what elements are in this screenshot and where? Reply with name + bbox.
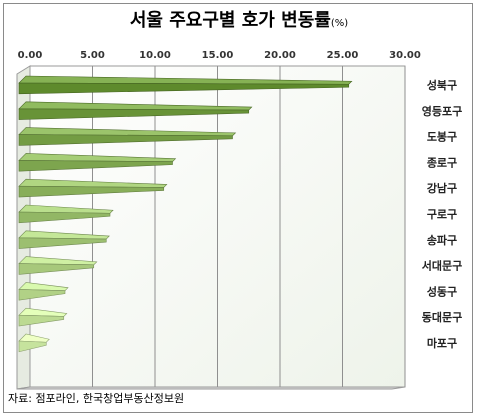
bar-front-face — [18, 108, 250, 120]
bar-front-face — [18, 314, 65, 327]
x-tick-label: 5.00 — [80, 50, 105, 61]
bar-front-face — [18, 82, 350, 95]
x-tick-label: 25.00 — [327, 50, 359, 61]
category-label: 마포구 — [427, 336, 457, 350]
bar — [18, 230, 110, 249]
chart-title-text: 서울 주요구별 호가 변동률 — [129, 10, 331, 31]
x-tick-label: 30.00 — [389, 50, 421, 61]
bar — [18, 127, 237, 146]
bar-front-face — [18, 134, 233, 146]
category-label: 종로구 — [427, 156, 457, 169]
category-label: 구로구 — [427, 208, 457, 221]
category-label: 동대문구 — [422, 310, 462, 324]
x-tick-label: 10.00 — [139, 50, 171, 61]
x-tick-label: 20.00 — [264, 50, 296, 61]
bar — [18, 153, 177, 172]
category-label: 송파구 — [427, 233, 457, 247]
chart-title: 서울 주요구별 호가 변동률(%) — [0, 6, 478, 32]
x-tick-label: 0.00 — [18, 50, 43, 61]
category-label: 도봉구 — [427, 131, 457, 144]
source-note: 자료: 점포라인, 한국창업부동산정보원 — [8, 392, 185, 405]
category-label: 강남구 — [427, 181, 457, 195]
bar — [18, 307, 68, 327]
plot-floor — [16, 386, 406, 390]
bar-front-face — [18, 237, 107, 249]
bar — [18, 101, 253, 120]
category-label: 서대문구 — [422, 259, 462, 273]
bar-front-face — [18, 340, 47, 353]
bar — [18, 333, 50, 353]
x-tick-label: 15.00 — [202, 50, 234, 61]
category-label: 영등포구 — [422, 105, 462, 118]
bar-front-face — [18, 160, 173, 172]
category-label: 성동구 — [427, 284, 457, 298]
bar — [18, 282, 69, 301]
bar-front-face — [18, 263, 95, 275]
bar — [18, 204, 114, 224]
bar — [18, 75, 353, 95]
bar-front-face — [18, 211, 111, 224]
bar-front-face — [18, 289, 66, 301]
bar-front-face — [18, 185, 165, 198]
bar — [18, 256, 98, 275]
bar — [18, 178, 168, 198]
chart-title-unit: (%) — [330, 18, 349, 29]
category-label: 성북구 — [427, 78, 457, 92]
